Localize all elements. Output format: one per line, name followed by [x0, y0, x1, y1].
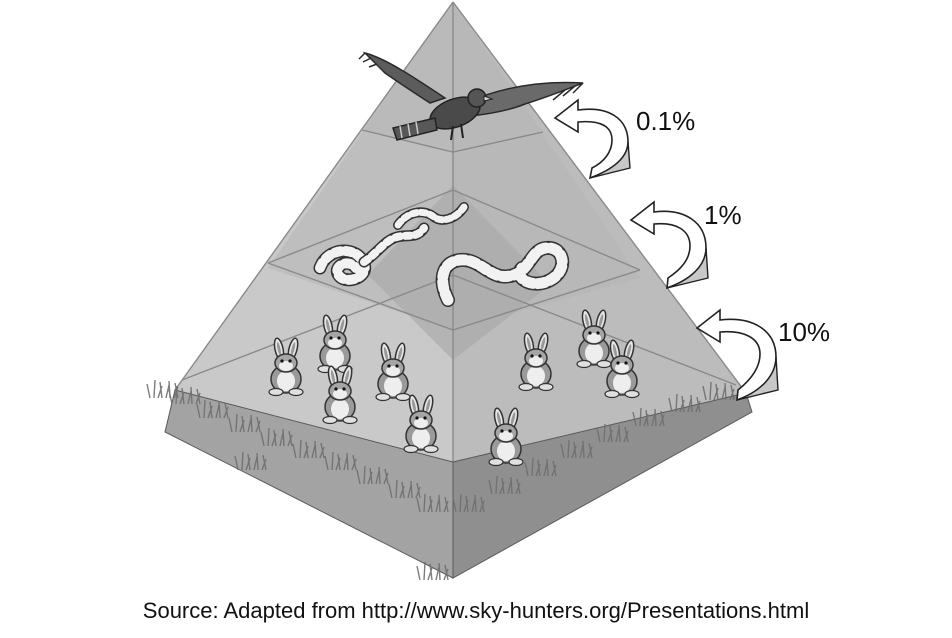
energy-arrow-bottom [695, 308, 779, 402]
energy-label-top: 0.1% [636, 106, 695, 136]
energy-label-middle: 1% [704, 200, 742, 230]
source-caption: Source: Adapted from http://www.sky-hunt… [142, 598, 810, 623]
grass-base-right [452, 392, 753, 579]
energy-arrow-middle [629, 200, 709, 290]
energy-label-bottom: 10% [778, 317, 830, 347]
energy-arrow-top [553, 98, 631, 180]
hawk-icon [358, 51, 584, 141]
snake-icon [313, 202, 570, 307]
